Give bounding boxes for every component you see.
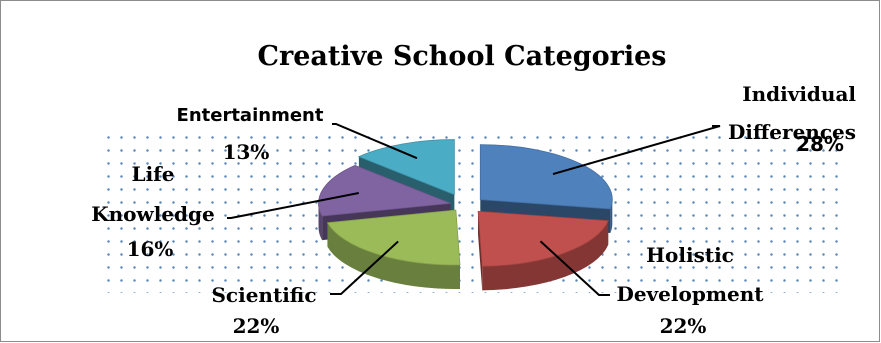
leader-line — [552, 125, 721, 176]
slice-percent: 22% — [660, 314, 707, 338]
slice-percent: 28% — [796, 132, 844, 156]
pie-slice — [326, 209, 461, 290]
slice-label: Individual — [742, 82, 856, 106]
slice-top-5 — [357, 139, 455, 196]
slice-side-wall — [327, 222, 460, 290]
slice-label: Entertainment — [177, 105, 324, 126]
leader-lines — [227, 123, 721, 296]
slice-label: Development — [616, 282, 764, 306]
slice-top-2 — [477, 210, 609, 267]
slice-top-3 — [326, 209, 461, 266]
slice-side-wall — [318, 203, 323, 241]
slice-top-1 — [479, 144, 613, 210]
slice-percent: 22% — [233, 314, 280, 338]
slice-label: Holistic — [646, 243, 734, 267]
slice-side-wall — [482, 220, 609, 291]
slice-label: Life — [132, 162, 175, 186]
leader-line — [330, 240, 399, 295]
dotted-plot-background — [99, 129, 839, 293]
leader-line — [227, 192, 359, 219]
leader-line — [539, 240, 610, 296]
pie-slices — [318, 139, 613, 291]
chart-title: Creative School Categories — [257, 41, 666, 72]
slice-top-4 — [318, 164, 451, 217]
slice-cut-face — [478, 211, 483, 291]
leader-line — [332, 123, 418, 160]
slice-percent: 13% — [223, 140, 270, 164]
slice-label: Scientific — [211, 283, 316, 307]
pie-slice — [477, 210, 609, 291]
slice-percent: 16% — [127, 237, 174, 261]
slice-label: Knowledge — [91, 202, 215, 226]
slice-label: Differences — [728, 120, 856, 144]
